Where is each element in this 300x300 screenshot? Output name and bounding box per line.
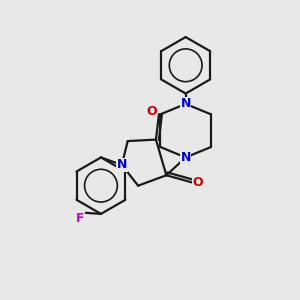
Text: F: F bbox=[76, 212, 84, 225]
Text: O: O bbox=[192, 176, 203, 189]
Text: N: N bbox=[181, 151, 191, 164]
Text: N: N bbox=[117, 158, 127, 171]
Text: N: N bbox=[181, 98, 191, 110]
Text: O: O bbox=[146, 105, 157, 118]
